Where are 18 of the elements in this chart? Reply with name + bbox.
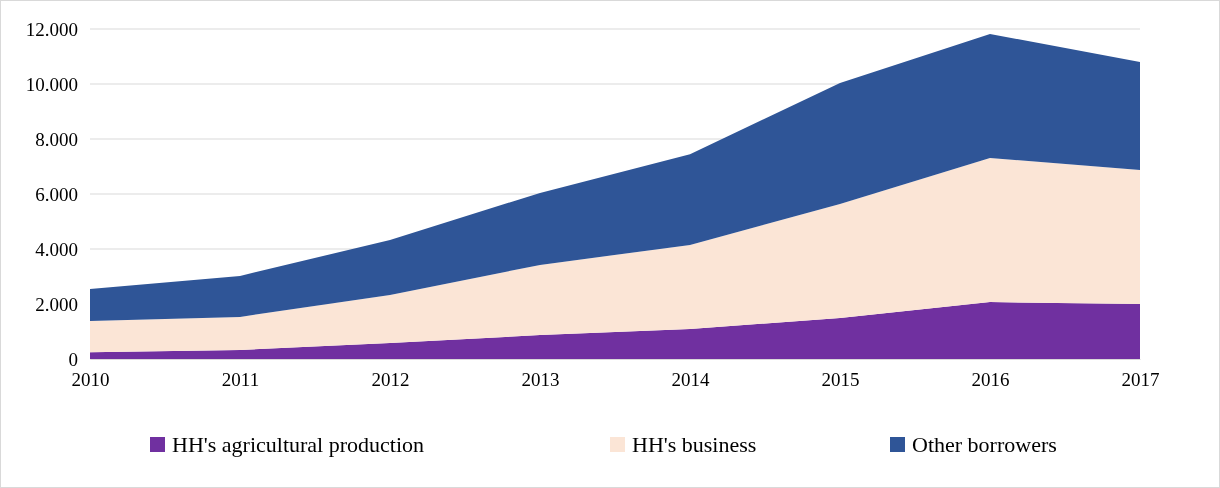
legend-label: Other borrowers <box>912 431 1057 457</box>
legend-label: HH's business <box>632 431 757 457</box>
x-tick-label: 2014 <box>671 369 710 391</box>
y-tick-label: 10.000 <box>25 73 78 95</box>
x-tick-label: 2015 <box>821 369 860 391</box>
y-tick-label: 0 <box>68 348 78 370</box>
y-tick-label: 6.000 <box>35 183 78 205</box>
legend-label: HH's agricultural production <box>172 431 425 457</box>
x-tick-label: 2011 <box>221 369 260 391</box>
x-tick-label: 2017 <box>1121 369 1160 391</box>
x-tick-label: 2012 <box>371 369 410 391</box>
x-tick-label: 2016 <box>971 369 1010 391</box>
y-tick-label: 4.000 <box>35 238 78 260</box>
y-tick-label: 2.000 <box>35 293 78 315</box>
x-tick-label: 2010 <box>71 369 110 391</box>
y-tick-label: 8.000 <box>35 128 78 150</box>
x-tick-label: 2013 <box>521 369 560 391</box>
y-tick-label: 12.000 <box>25 18 78 40</box>
